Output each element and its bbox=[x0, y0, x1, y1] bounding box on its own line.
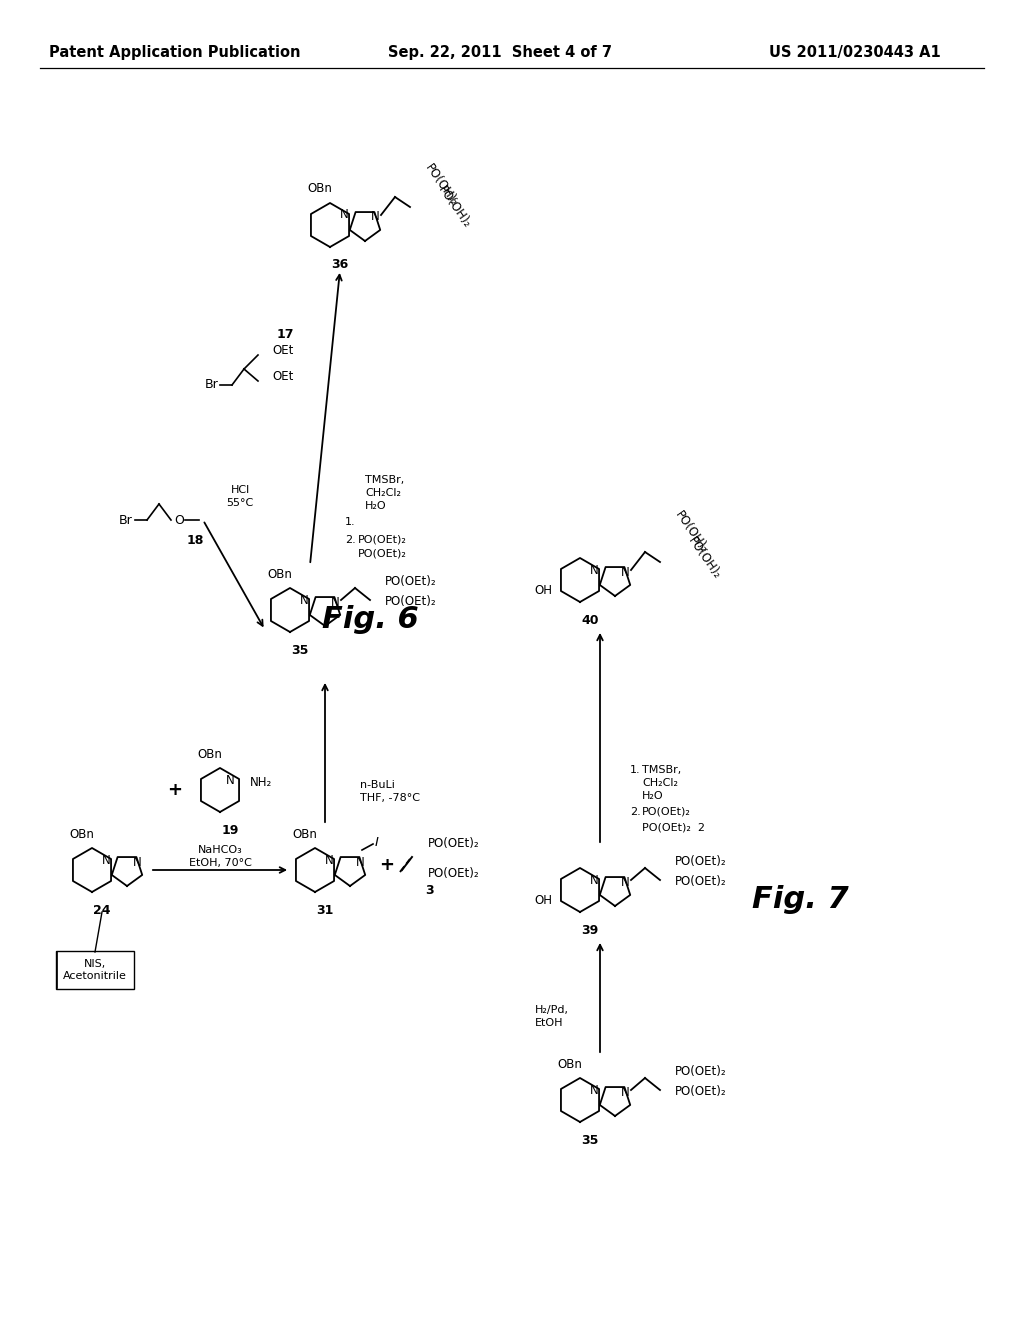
Text: PO(OEt)₂  2: PO(OEt)₂ 2 bbox=[642, 822, 705, 832]
Text: Br: Br bbox=[119, 513, 133, 527]
Text: N: N bbox=[325, 854, 334, 866]
Text: Br: Br bbox=[204, 379, 218, 392]
Text: PO(OEt)₂: PO(OEt)₂ bbox=[358, 548, 407, 558]
Text: N: N bbox=[371, 210, 379, 223]
Text: N: N bbox=[621, 875, 630, 888]
Text: +: + bbox=[380, 855, 394, 874]
Text: OBn: OBn bbox=[198, 747, 222, 760]
Text: OBn: OBn bbox=[267, 568, 293, 581]
Text: 24: 24 bbox=[93, 903, 111, 916]
Text: 18: 18 bbox=[186, 533, 204, 546]
Text: 31: 31 bbox=[316, 903, 334, 916]
Text: 36: 36 bbox=[332, 259, 348, 272]
Text: n-BuLi: n-BuLi bbox=[360, 780, 395, 789]
Text: TMSBr,: TMSBr, bbox=[642, 766, 681, 775]
Text: N: N bbox=[590, 1084, 598, 1097]
Text: N: N bbox=[340, 209, 348, 222]
Text: N: N bbox=[590, 564, 598, 577]
Text: 19: 19 bbox=[221, 824, 239, 837]
Text: N: N bbox=[300, 594, 308, 606]
Text: US 2011/0230443 A1: US 2011/0230443 A1 bbox=[769, 45, 941, 59]
Text: Sep. 22, 2011  Sheet 4 of 7: Sep. 22, 2011 Sheet 4 of 7 bbox=[388, 45, 612, 59]
Text: 3: 3 bbox=[426, 883, 434, 896]
Text: PO(OEt)₂: PO(OEt)₂ bbox=[428, 837, 479, 850]
Text: Fig. 6: Fig. 6 bbox=[322, 606, 419, 635]
Text: N: N bbox=[331, 595, 339, 609]
Text: PO(OEt)₂: PO(OEt)₂ bbox=[358, 535, 407, 545]
Text: NH₂: NH₂ bbox=[250, 776, 272, 788]
Text: PO(OEt)₂: PO(OEt)₂ bbox=[428, 866, 479, 879]
Text: THF, -78°C: THF, -78°C bbox=[360, 793, 420, 803]
Text: OH: OH bbox=[534, 583, 552, 597]
Text: EtOH, 70°C: EtOH, 70°C bbox=[188, 858, 252, 869]
Text: I: I bbox=[375, 836, 379, 849]
Text: 2.: 2. bbox=[345, 535, 355, 545]
Text: PO(OEt)₂: PO(OEt)₂ bbox=[675, 1065, 727, 1078]
Text: H₂O: H₂O bbox=[642, 791, 664, 801]
Text: N: N bbox=[355, 855, 365, 869]
Text: Fig. 7: Fig. 7 bbox=[752, 886, 848, 915]
Text: N: N bbox=[590, 874, 598, 887]
Text: H₂O: H₂O bbox=[365, 502, 387, 511]
Text: 2.: 2. bbox=[630, 807, 641, 817]
Text: 39: 39 bbox=[582, 924, 599, 936]
Text: PO(OEt)₂: PO(OEt)₂ bbox=[675, 875, 727, 888]
Text: +: + bbox=[168, 781, 182, 799]
FancyBboxPatch shape bbox=[56, 950, 134, 989]
Text: PO(OH)₂: PO(OH)₂ bbox=[685, 535, 723, 582]
Text: OBn: OBn bbox=[307, 182, 333, 195]
Text: 35: 35 bbox=[582, 1134, 599, 1147]
Text: CH₂Cl₂: CH₂Cl₂ bbox=[642, 777, 678, 788]
Text: TMSBr,: TMSBr, bbox=[365, 475, 404, 484]
Text: OBn: OBn bbox=[557, 1057, 583, 1071]
Text: PO(OH)₂: PO(OH)₂ bbox=[435, 183, 473, 231]
Text: NaHCO₃: NaHCO₃ bbox=[198, 845, 243, 855]
Text: PO(OEt)₂: PO(OEt)₂ bbox=[642, 807, 691, 817]
Text: 35: 35 bbox=[291, 644, 308, 656]
Text: EtOH: EtOH bbox=[535, 1018, 563, 1028]
Text: PO(OEt)₂: PO(OEt)₂ bbox=[675, 1085, 727, 1098]
Text: 40: 40 bbox=[582, 614, 599, 627]
Text: 17: 17 bbox=[276, 329, 294, 342]
Text: OBn: OBn bbox=[293, 828, 317, 841]
Text: N: N bbox=[621, 1085, 630, 1098]
Text: OEt: OEt bbox=[272, 371, 293, 384]
Text: NIS,
Acetonitrile: NIS, Acetonitrile bbox=[63, 960, 127, 981]
Text: PO(OEt)₂: PO(OEt)₂ bbox=[675, 855, 727, 869]
Text: N: N bbox=[101, 854, 111, 866]
Text: PO(OEt)₂: PO(OEt)₂ bbox=[385, 595, 436, 609]
Text: OH: OH bbox=[534, 894, 552, 907]
Text: H₂/Pd,: H₂/Pd, bbox=[535, 1005, 569, 1015]
Text: O: O bbox=[174, 513, 184, 527]
Text: HCl: HCl bbox=[230, 484, 250, 495]
Text: CH₂Cl₂: CH₂Cl₂ bbox=[365, 488, 401, 498]
Text: 1.: 1. bbox=[630, 766, 641, 775]
Text: N: N bbox=[133, 855, 141, 869]
Text: N: N bbox=[621, 565, 630, 578]
Text: PO(OEt)₂: PO(OEt)₂ bbox=[385, 576, 436, 589]
Text: PO(OH)₂: PO(OH)₂ bbox=[422, 161, 461, 209]
Text: Patent Application Publication: Patent Application Publication bbox=[49, 45, 301, 59]
Text: OEt: OEt bbox=[272, 343, 293, 356]
Text: 1.: 1. bbox=[345, 517, 355, 527]
Text: PO(OH)₂: PO(OH)₂ bbox=[672, 508, 711, 556]
Text: N: N bbox=[225, 774, 234, 787]
Text: OBn: OBn bbox=[70, 828, 94, 841]
Text: 55°C: 55°C bbox=[226, 498, 254, 508]
